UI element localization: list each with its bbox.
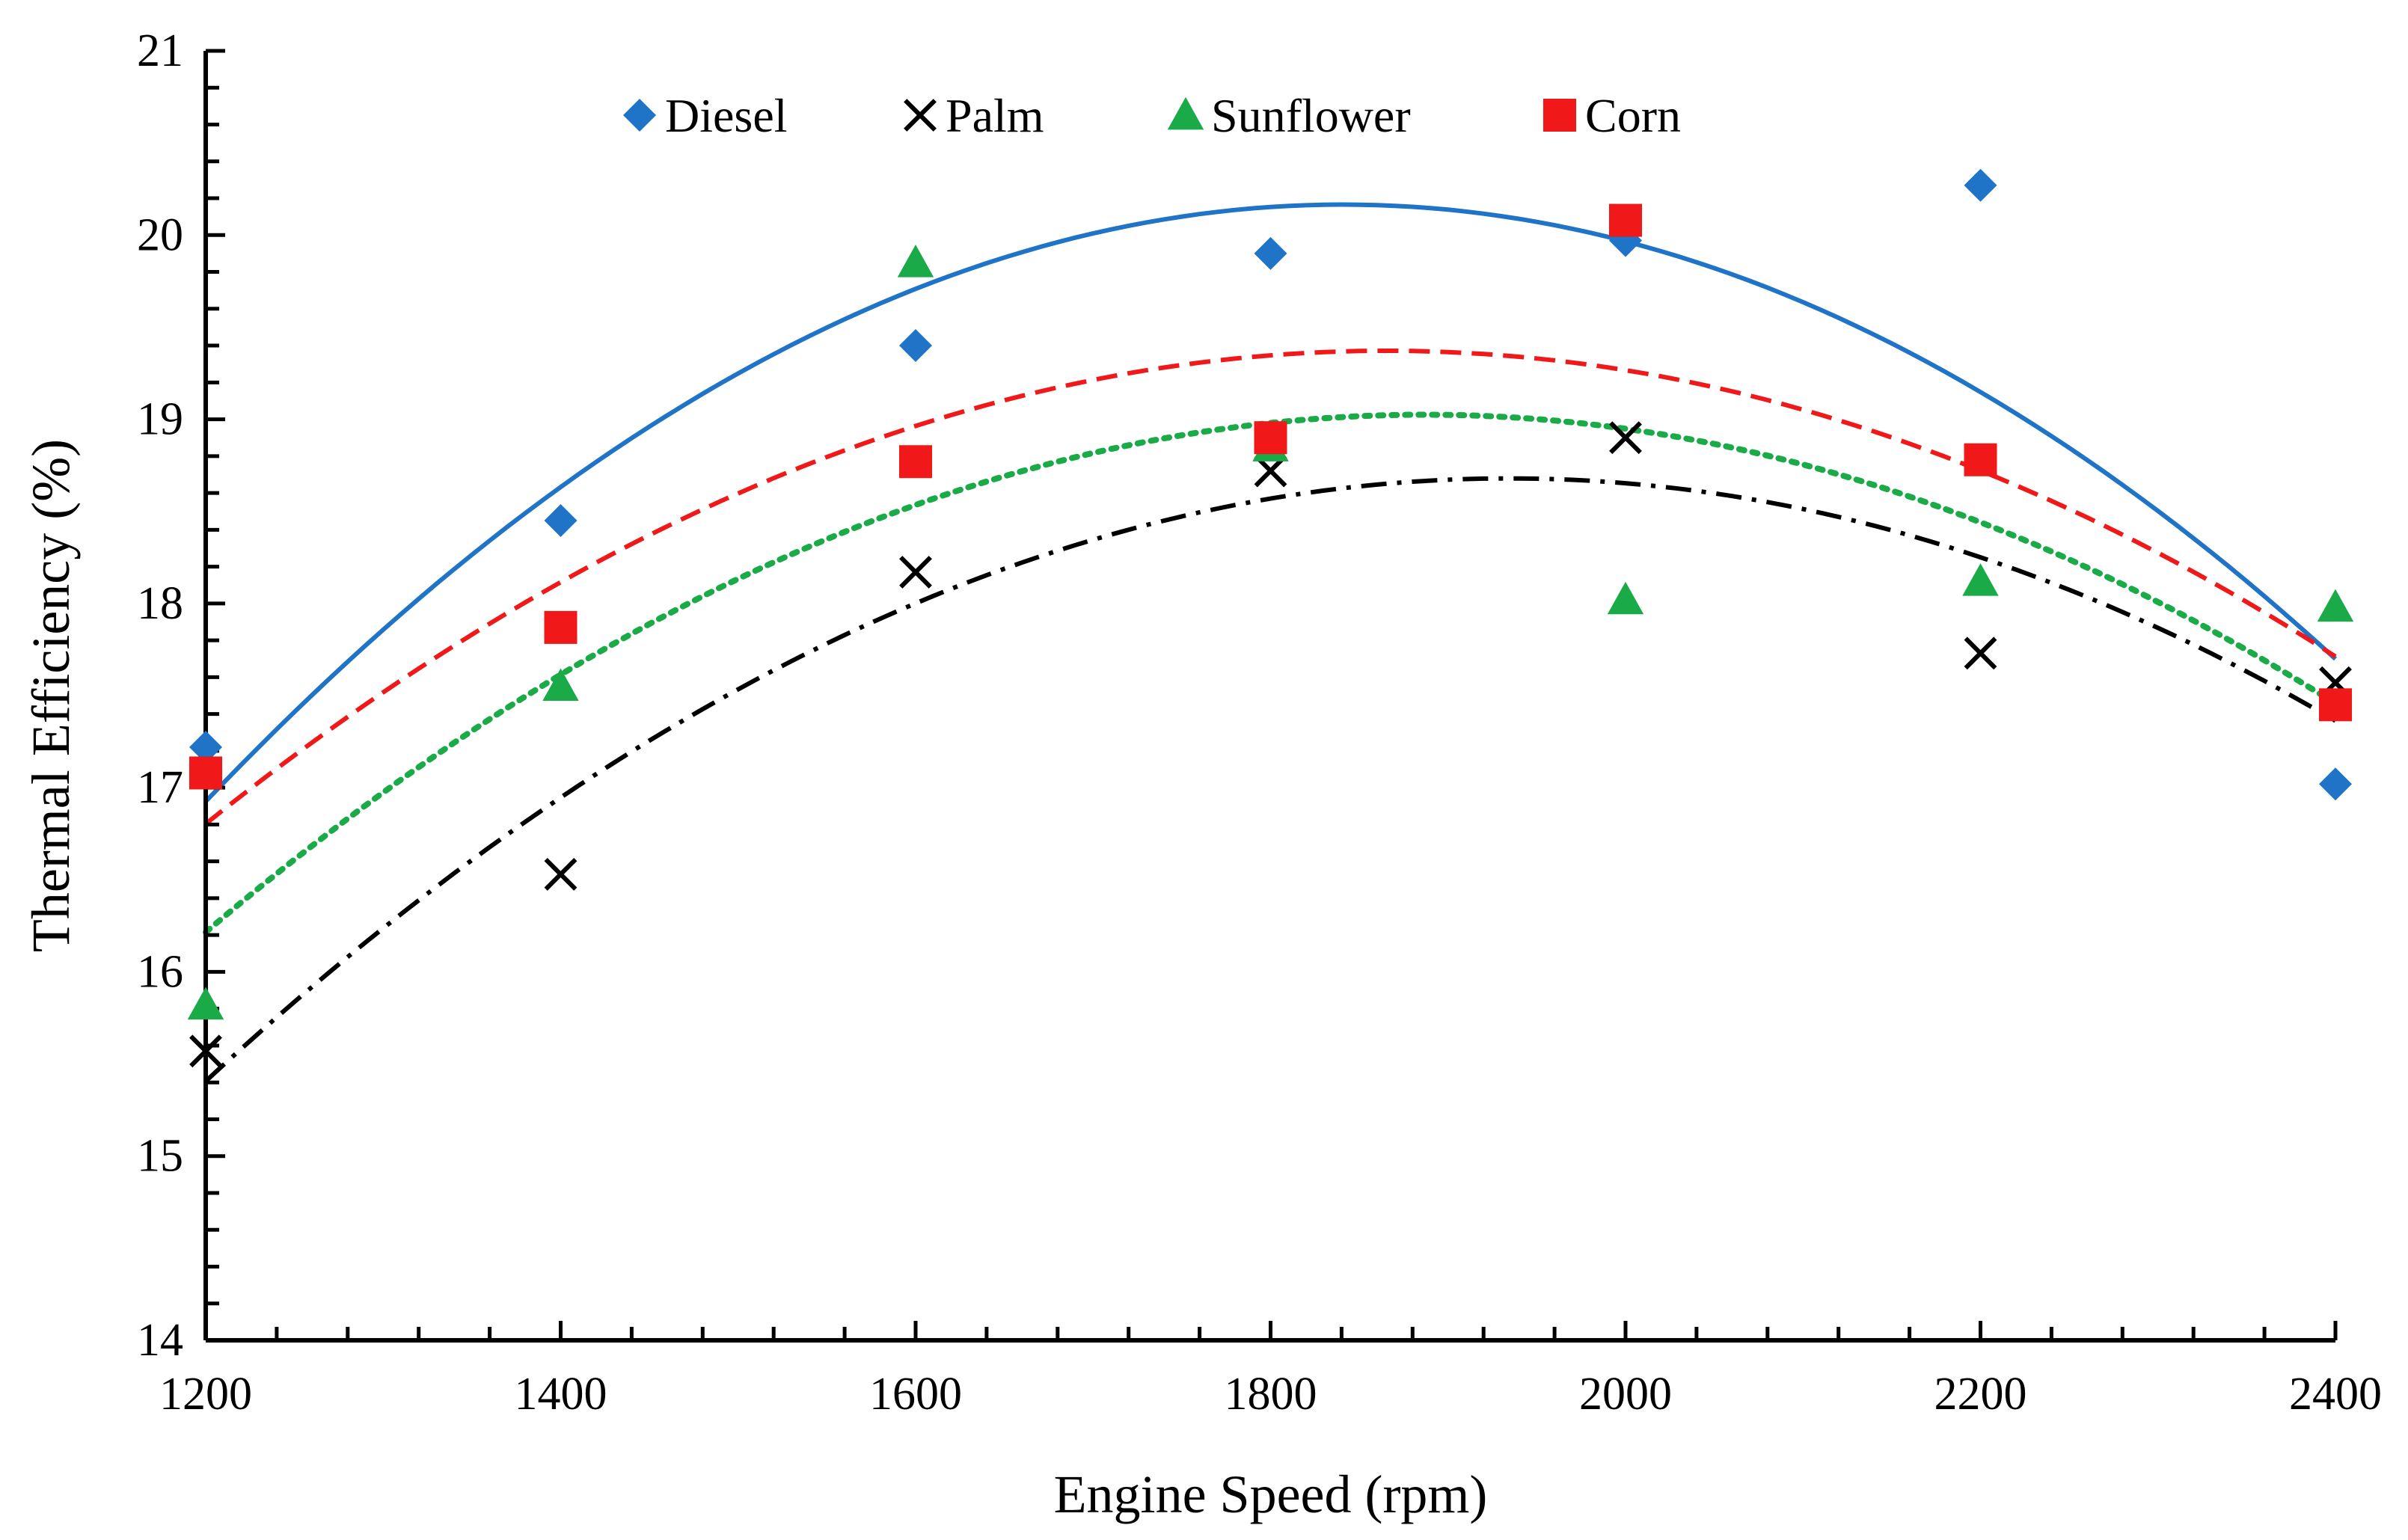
- legend-item-sunflower: Sunflower: [1167, 89, 1411, 142]
- legend-label: Corn: [1585, 89, 1681, 142]
- y-tick-label: 15: [137, 1131, 183, 1182]
- legend-label: Diesel: [665, 89, 788, 142]
- axes: 14 15 16 17 18 19 20 21 1200 1400 1600 1800 2000 2200…: [137, 25, 2382, 1420]
- legend-item-palm: Palm: [904, 89, 1044, 142]
- point-palm: [899, 556, 932, 589]
- point-corn: [189, 756, 222, 790]
- point-corn: [1254, 421, 1287, 455]
- trendline-diesel: [203, 202, 2338, 803]
- point-palm: [189, 1034, 222, 1068]
- legend-item-corn: Corn: [1543, 89, 1681, 142]
- point-diesel: [1964, 168, 1997, 202]
- point-corn: [1609, 203, 1642, 237]
- y-tick-label: 18: [137, 578, 183, 629]
- x-tick-label: 2200: [1934, 1369, 2027, 1420]
- point-sunflower: [897, 245, 934, 277]
- point-sunflower: [1607, 581, 1644, 615]
- legend-marker-sunflower: [1167, 96, 1204, 130]
- point-palm: [1609, 421, 1642, 455]
- point-palm: [1964, 636, 1997, 670]
- legend-marker-palm: [904, 99, 937, 132]
- y-tick-label: 16: [137, 946, 183, 997]
- point-diesel: [899, 329, 932, 363]
- x-axis-title: Engine Speed (rpm): [1054, 1464, 1488, 1524]
- y-tick-label: 21: [137, 25, 183, 76]
- point-diesel: [1254, 236, 1287, 270]
- x-tick-label: 1800: [1225, 1369, 1317, 1420]
- point-corn: [2319, 688, 2352, 722]
- legend-marker-diesel: [623, 99, 656, 132]
- point-corn: [1964, 443, 1997, 476]
- x-tick-label: 1400: [515, 1369, 607, 1420]
- y-tick-label: 19: [137, 394, 183, 445]
- legend-marker-corn: [1543, 99, 1576, 132]
- point-sunflower: [542, 668, 579, 702]
- trendline-sunflower: [203, 411, 2338, 936]
- y-axis-title: Thermal Efficiency (%): [21, 439, 81, 952]
- y-tick-label: 17: [137, 762, 183, 813]
- legend-label: Palm: [946, 89, 1044, 142]
- data-points: [187, 168, 2354, 1068]
- y-tick-label: 20: [137, 209, 183, 260]
- x-tick-label: 2400: [2289, 1369, 2382, 1420]
- legend-item-diesel: Diesel: [623, 89, 788, 142]
- point-corn: [899, 445, 932, 479]
- legend-label: Sunflower: [1211, 89, 1411, 142]
- point-sunflower: [187, 987, 224, 1020]
- point-sunflower: [1962, 563, 1999, 596]
- x-tick-label: 1600: [869, 1369, 962, 1420]
- point-diesel: [189, 730, 222, 764]
- y-tick-label: 14: [137, 1315, 183, 1366]
- x-tick-label: 2000: [1579, 1369, 1672, 1420]
- legend: Diesel Palm Sunflower Corn: [623, 89, 1681, 142]
- trendline-corn: [204, 349, 2337, 826]
- trendline-palm: [203, 476, 2337, 1083]
- point-sunflower: [2317, 589, 2354, 622]
- point-palm: [544, 857, 578, 891]
- point-diesel: [544, 504, 578, 538]
- x-tick-label: 1200: [159, 1369, 252, 1420]
- point-corn: [544, 610, 578, 644]
- trendlines: [203, 202, 2338, 1083]
- point-diesel: [2319, 767, 2352, 801]
